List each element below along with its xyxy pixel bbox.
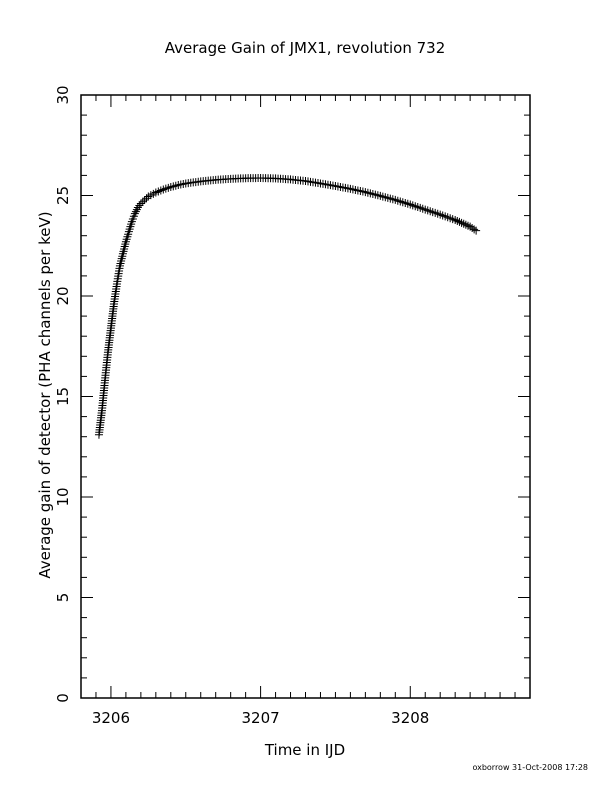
data-point [138,197,147,206]
data-point [135,201,144,210]
data-point [461,220,470,229]
data-point [472,226,481,235]
y-tick-label: 10 [54,487,72,506]
data-point [136,199,145,208]
data-point [130,209,139,218]
data-point [457,218,466,227]
y-tick-label: 30 [54,85,72,104]
data-point [131,207,140,216]
data-point [142,194,151,203]
data-points [94,174,481,439]
y-axis-label: Average gain of detector (PHA channels p… [36,211,54,578]
plot-frame [80,94,531,699]
data-point [140,196,149,205]
y-tick-label: 20 [54,286,72,305]
chart-title: Average Gain of JMX1, revolution 732 [165,39,446,57]
y-tick-label: 0 [54,693,72,703]
data-point [453,216,462,225]
x-axis-label: Time in IJD [264,741,345,759]
y-tick-label: 25 [54,186,72,205]
plot-area: 3206 3207 3208 0 5 10 15 20 25 30 [54,85,531,727]
x-tick-label: 3208 [391,709,429,727]
data-point [470,225,479,234]
x-tick-label: 3206 [92,709,130,727]
data-point [451,216,460,225]
y-tick-label: 15 [54,387,72,406]
data-point [455,217,464,226]
y-tick-label: 5 [54,593,72,603]
x-tick-label: 3207 [242,709,280,727]
data-point [459,219,468,228]
data-point [463,221,472,230]
data-point [132,205,141,214]
data-point [133,203,142,212]
footer-stamp: oxborrow 31-Oct-2008 17:28 [472,763,588,772]
